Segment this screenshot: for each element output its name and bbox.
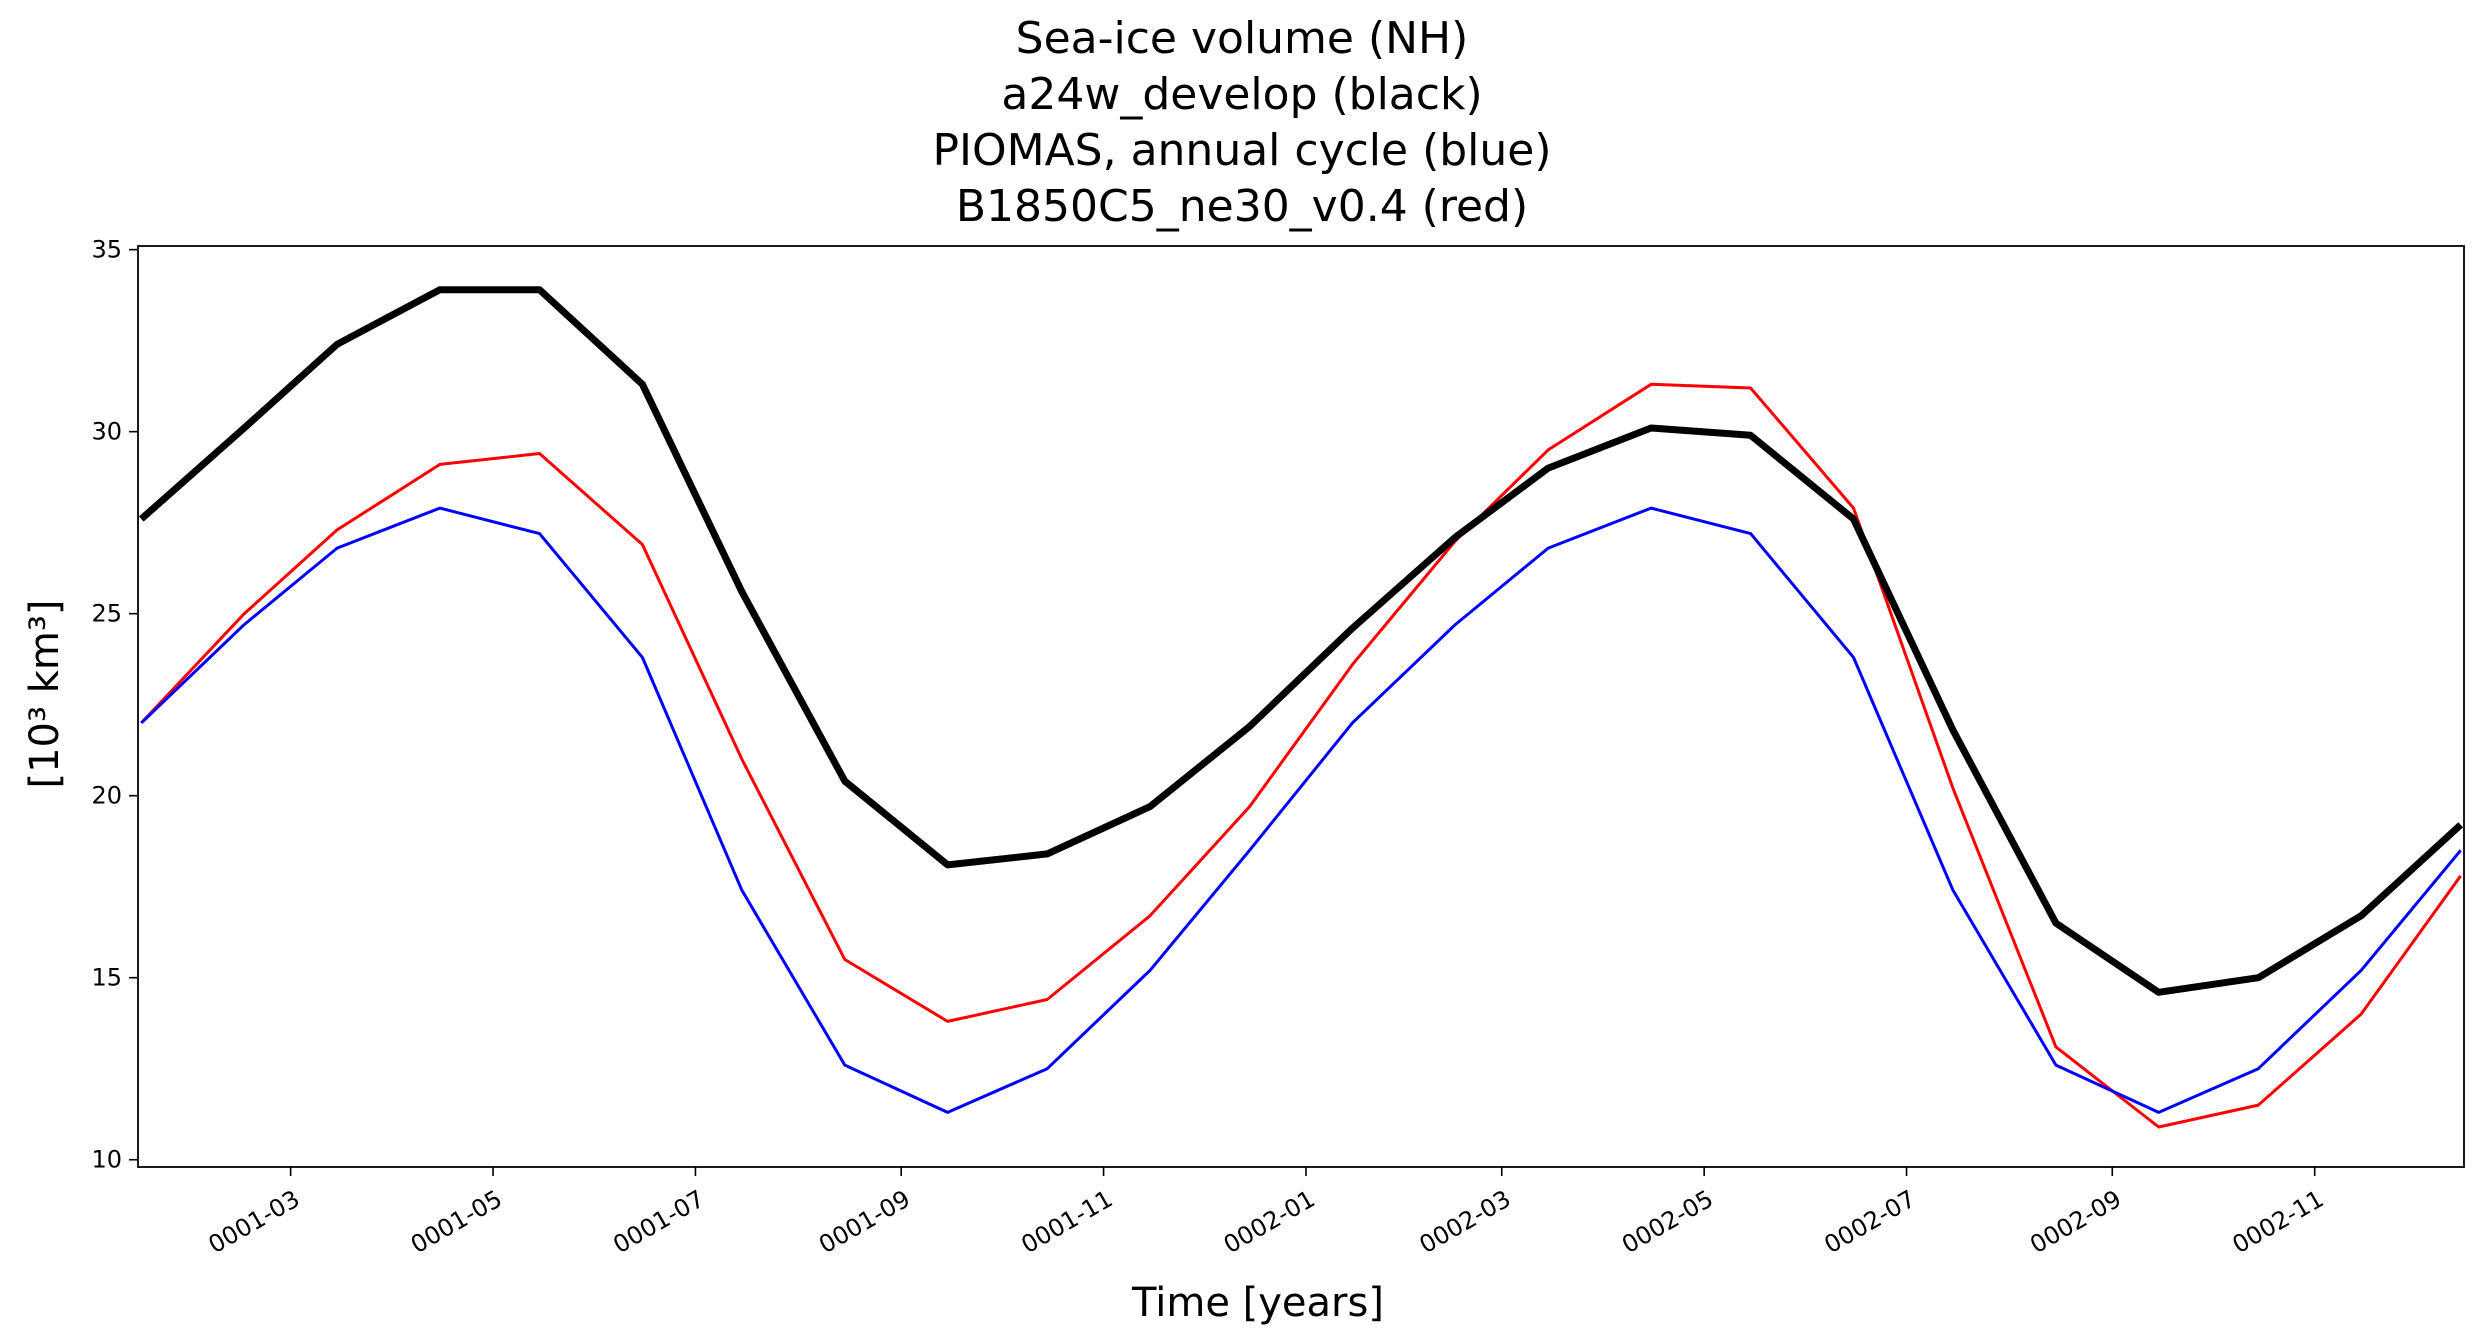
chart-title-line-2: a24w_develop (black) [1001, 69, 1482, 120]
series-line [138, 286, 2464, 996]
x-tick-label: 0001-09 [814, 1185, 915, 1259]
x-axis-label: Time [years] [1131, 1280, 1384, 1326]
y-axis-label: [10³ km³] [22, 599, 68, 788]
x-tick-label: 0002-09 [2025, 1185, 2126, 1259]
x-tick-label: 0001-07 [608, 1185, 709, 1259]
x-tick-label: 0001-05 [406, 1185, 507, 1259]
x-tick-label: 0001-03 [204, 1185, 305, 1259]
chart-title-line-4: B1850C5_ne30_v0.4 (red) [956, 181, 1528, 232]
x-tick-label: 0002-01 [1219, 1185, 1320, 1259]
x-tick-label: 0001-11 [1017, 1185, 1118, 1259]
y-tick-label: 10 [91, 1146, 122, 1174]
plot-area: 10 15 20 25 30 35 0001-03 0001-05 0001-07 0001-09… [91, 236, 2465, 1259]
x-tick-label: 0002-03 [1415, 1185, 1516, 1259]
plot-frame [137, 245, 2465, 1168]
chart-title-line-3: PIOMAS, annual cycle (blue) [932, 125, 1551, 176]
chart-title-line-1: Sea-ice volume (NH) [1016, 13, 1469, 64]
series-line [140, 382, 2462, 1129]
x-tick-label: 0002-11 [2228, 1185, 2329, 1259]
y-tick-label: 25 [91, 600, 122, 628]
x-tick-label: 0002-05 [1617, 1185, 1718, 1259]
x-tick-label: 0002-07 [1820, 1185, 1921, 1259]
y-tick-label: 20 [91, 782, 122, 810]
series-line [140, 506, 2462, 1114]
y-tick-label: 35 [91, 236, 122, 264]
y-tick-label: 15 [91, 964, 122, 992]
y-tick-label: 30 [91, 418, 122, 446]
